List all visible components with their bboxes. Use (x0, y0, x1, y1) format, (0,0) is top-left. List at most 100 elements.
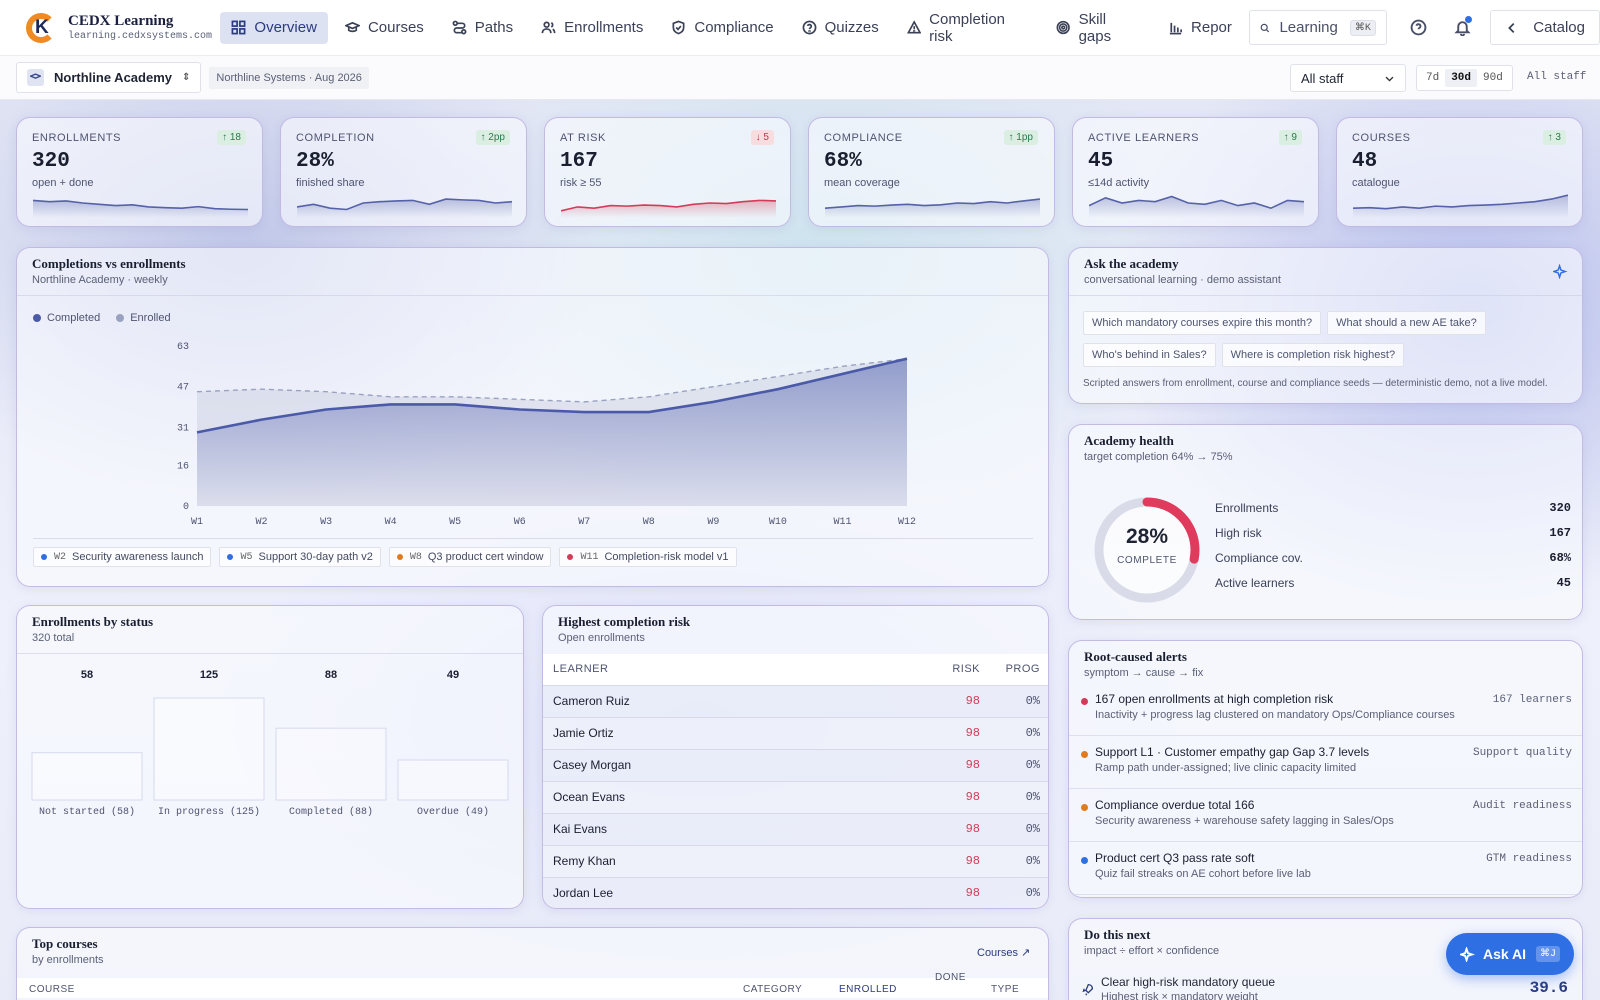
col-learner[interactable]: LEARNER (543, 654, 930, 685)
help-button[interactable] (1401, 10, 1437, 46)
col-prog[interactable]: PROG (990, 654, 1048, 685)
table-row[interactable]: Remy Khan 98 0% (543, 844, 1048, 877)
x-tick-label: W7 (578, 517, 590, 528)
bell-icon (1454, 21, 1471, 36)
tab-enrollments[interactable]: Enrollments (530, 12, 654, 44)
alert-item[interactable]: Support L1 · Customer empathy gap Gap 3.… (1069, 736, 1582, 789)
logo-icon: K (26, 12, 56, 43)
event-label: Security awareness launch (72, 551, 204, 563)
status-bar-label: Completed (88) (289, 806, 373, 818)
legend-enrolled[interactable]: Enrolled (116, 312, 171, 324)
health-stat-label: Active learners (1215, 576, 1295, 590)
org-name: Northline Academy (54, 70, 172, 85)
tab-skill-gaps[interactable]: Skill gaps (1045, 11, 1151, 45)
sparkline-line (1353, 194, 1568, 210)
notifications-button[interactable] (1445, 10, 1481, 46)
alert-item[interactable]: 167 open enrollments at high completion … (1069, 683, 1582, 736)
kpi-card[interactable]: ACTIVE LEARNERS 45 ≤14d activity ↑ 9 (1072, 117, 1319, 227)
next-item[interactable]: Clear high-risk mandatory queue (1101, 975, 1276, 989)
progress-value: 0% (990, 844, 1048, 877)
kpi-value: 28% (296, 150, 334, 173)
x-tick-label: W2 (256, 517, 268, 528)
tab-completion-risk[interactable]: Completion risk (896, 11, 1039, 45)
kpi-card[interactable]: COMPLETION 28% finished share ↑ 2pp (280, 117, 527, 227)
ask-subtitle: conversational learning · demo assistant (1084, 274, 1281, 286)
tab-reports[interactable]: Repor (1157, 12, 1243, 44)
alert-title: Support L1 · Customer empathy gap Gap 3.… (1095, 745, 1370, 759)
trend-subtitle: Northline Academy · weekly (32, 274, 168, 286)
staff-select[interactable]: All staff (1290, 64, 1406, 92)
col-type[interactable]: TYPE (991, 984, 1020, 995)
next-item-sub: Highest risk × mandatory weight (1101, 991, 1258, 1000)
kpi-label: COURSES (1352, 132, 1411, 144)
scope-label: All staff (1527, 71, 1587, 83)
col-category[interactable]: CATEGORY (743, 984, 803, 995)
event-chip[interactable]: W2 Security awareness launch (33, 547, 212, 567)
event-chip[interactable]: W8 Q3 product cert window (388, 547, 552, 567)
sparkle-icon[interactable] (1553, 264, 1568, 279)
search-input[interactable]: Learning ⌘K (1248, 10, 1387, 45)
status-subtitle: 320 total (32, 632, 75, 644)
alert-item[interactable]: Product cert Q3 pass rate soft Quiz fail … (1069, 842, 1582, 895)
kpi-card[interactable]: ENROLLMENTS 320 open + done ↑ 18 (16, 117, 263, 227)
ask-note: Scripted answers from enrollment, course… (1083, 378, 1548, 389)
table-row[interactable]: Cameron Ruiz 98 0% (543, 684, 1048, 717)
col-enrolled[interactable]: ENROLLED (839, 984, 897, 995)
ask-ai-button[interactable]: Ask AI ⌘J (1446, 933, 1574, 975)
kpi-value: 167 (560, 150, 598, 173)
table-row[interactable]: Jordan Lee 98 0% (543, 876, 1048, 908)
y-tick-label: 47 (177, 383, 189, 394)
col-risk[interactable]: RISK (930, 654, 990, 685)
kpi-card[interactable]: AT RISK 167 risk ≥ 55 ↓ 5 (544, 117, 791, 227)
suggestion-chip[interactable]: What should a new AE take? (1327, 311, 1486, 335)
x-tick-label: W9 (707, 517, 719, 528)
health-stat-value: 320 (1549, 501, 1571, 515)
status-bar-value: 125 (200, 669, 218, 681)
brand[interactable]: K CEDX Learning learning.cedxsystems.com (26, 12, 220, 43)
kpi-card[interactable]: COURSES 48 catalogue ↑ 3 (1336, 117, 1583, 227)
range-7d[interactable]: 7d (1426, 72, 1440, 84)
tab-label: Courses (367, 19, 424, 36)
sparkline-area (1089, 196, 1304, 218)
suggestion-chip[interactable]: Who's behind in Sales? (1083, 343, 1216, 367)
col-done[interactable]: DONE (935, 972, 966, 983)
range-90d[interactable]: 90d (1483, 72, 1503, 84)
alert-cause: Ramp path under-assigned; live clinic ca… (1095, 762, 1357, 774)
alert-item[interactable]: Compliance overdue total 166 Security awa… (1069, 789, 1582, 842)
tab-paths[interactable]: Paths (441, 12, 524, 44)
legend-completed[interactable]: Completed (33, 312, 100, 324)
status-bar (153, 697, 265, 801)
alert-dot (1081, 698, 1088, 705)
trend-chart: 0 16 31 47 63 W1 W2 W3 W4 W5 W6 W7 W8 W9 W10 W11 W12 (177, 342, 916, 528)
trend-legend: Completed Enrolled (33, 312, 187, 324)
event-chip[interactable]: W11 Completion-risk model v1 (559, 547, 737, 567)
kpi-sparkline (1089, 195, 1304, 218)
tab-overview[interactable]: Overview (220, 11, 328, 44)
suggestion-chip[interactable]: Where is completion risk highest? (1221, 343, 1405, 367)
table-row[interactable]: Jamie Ortiz 98 0% (543, 716, 1048, 749)
org-selector[interactable]: Northline Academy ⇕ (16, 62, 202, 93)
sparkline-area (825, 199, 1040, 218)
kpi-card[interactable]: COMPLIANCE 68% mean coverage ↑ 1pp (808, 117, 1055, 227)
kpi-delta: ↑ 2pp (475, 130, 510, 145)
x-tick-label: W4 (385, 517, 397, 528)
table-row[interactable]: Casey Morgan 98 0% (543, 748, 1048, 781)
tab-compliance[interactable]: Compliance (660, 12, 784, 44)
table-row[interactable]: Ocean Evans 98 0% (543, 780, 1048, 813)
courses-link[interactable]: Courses ↗ (977, 947, 1031, 959)
trend-header: Completions vs enrollments Northline Aca… (17, 248, 1048, 296)
search-placeholder: Learning (1279, 19, 1338, 36)
col-course[interactable]: COURSE (29, 984, 75, 995)
tab-quizzes[interactable]: Quizzes (791, 12, 890, 44)
event-chip[interactable]: W5 Support 30-day path v2 (219, 547, 381, 567)
kpi-value: 45 (1088, 150, 1114, 173)
x-tick-label: W6 (514, 517, 526, 528)
top-courses-card: Top courses by enrollments Courses ↗ COU… (16, 927, 1049, 1000)
catalog-button[interactable]: Catalog (1490, 10, 1600, 45)
table-row[interactable]: Kai Evans 98 0% (543, 812, 1048, 845)
suggestion-chip[interactable]: Which mandatory courses expire this mont… (1083, 311, 1322, 335)
donut-label: COMPLETE (1117, 555, 1177, 566)
tab-label: Quizzes (824, 19, 879, 36)
tab-courses[interactable]: Courses (334, 12, 435, 44)
range-30d[interactable]: 30d (1445, 69, 1478, 87)
